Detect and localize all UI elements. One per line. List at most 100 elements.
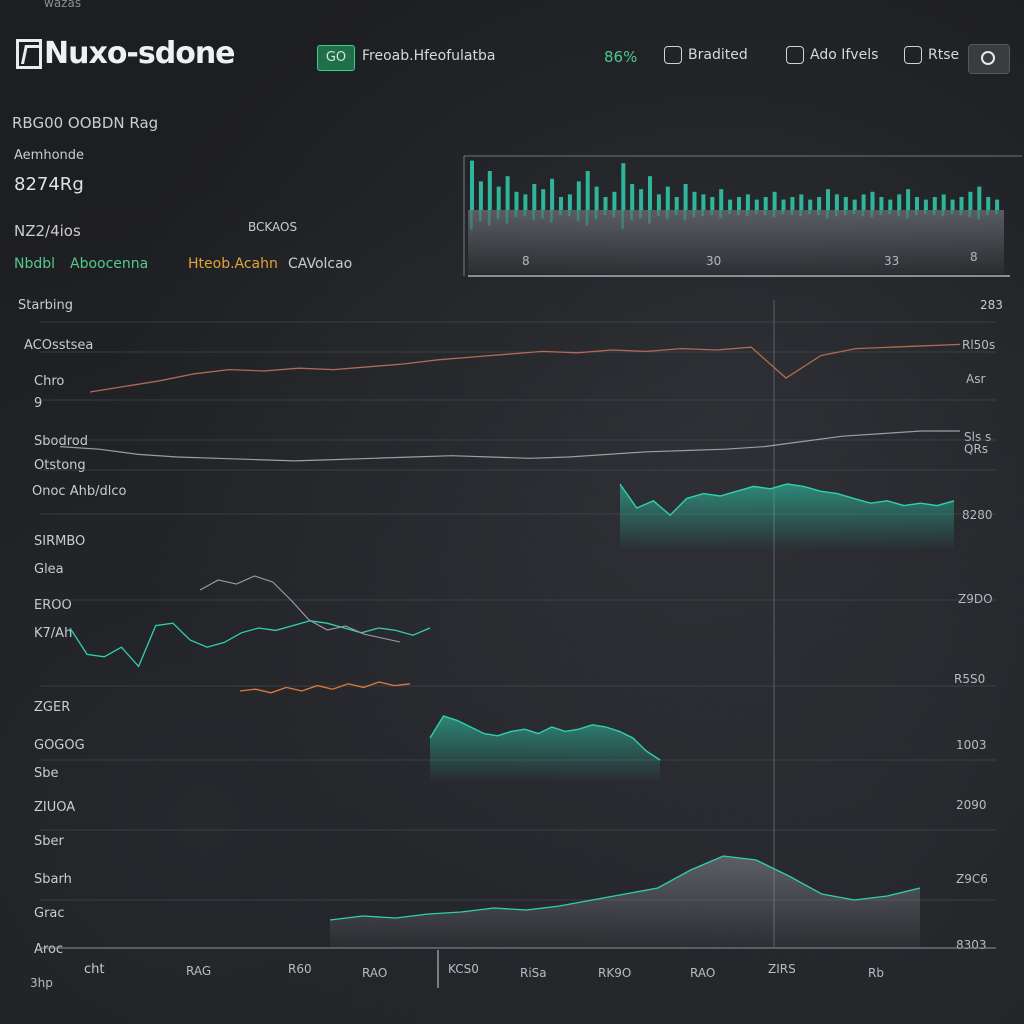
mini-bar-25 (692, 191, 697, 210)
lower-series-orange (239, 681, 411, 694)
mini-bar-reflection-15 (603, 210, 607, 216)
mini-bar-56 (968, 191, 973, 210)
mini-bar-51 (923, 199, 928, 210)
levels-button[interactable]: Ado Ifvels (786, 46, 878, 64)
top-link[interactable]: Freoab.Hfeofulatba (362, 48, 496, 64)
mini-bar-33 (763, 197, 768, 210)
mini-bar-26 (701, 194, 706, 210)
section-ac: ACOsstsea (24, 338, 94, 353)
grid-lines (40, 300, 996, 988)
mini-bar-35 (781, 199, 786, 210)
logo-icon (16, 38, 42, 69)
pencil-icon (786, 46, 804, 64)
line-series-lower (59, 430, 960, 462)
mini-bar-34 (772, 191, 777, 210)
mini-bar-reflection-36 (790, 210, 794, 216)
mini-bar-12 (576, 181, 581, 210)
teal-wave-line (619, 483, 955, 517)
legend-green: Nbdbl (14, 256, 56, 272)
mini-bar-reflection-13 (585, 210, 589, 226)
mini-bar-43 (852, 199, 857, 210)
mini-bar-reflection-17 (621, 210, 624, 229)
x-tick-2: R60 (288, 962, 312, 976)
mini-bar-reflection-34 (772, 210, 776, 218)
legend-yellow: Hteob.Acahn (188, 256, 278, 272)
left-axis-label-0: Chro (34, 374, 65, 389)
camera-icon[interactable] (968, 44, 1010, 74)
left-axis-label-4: Onoc Ahb/dlco (32, 484, 127, 499)
mini-bar-reflection-39 (817, 210, 820, 216)
mini-bar-15 (603, 197, 608, 210)
right-axis-label-5: Z9DO (958, 592, 993, 606)
x-tick-6: RK9O (598, 966, 632, 980)
mini-bar-reflection-27 (710, 210, 713, 216)
mini-bar-5 (514, 191, 519, 210)
mini-bar-reflection-12 (576, 210, 580, 222)
mini-bar-reflection-57 (977, 210, 980, 220)
mini-bar-reflection-32 (754, 210, 758, 215)
mini-bar-reflection-41 (834, 210, 838, 217)
mini-bar-19 (639, 189, 644, 210)
mini-bar-4 (505, 176, 510, 210)
mini-bar-24 (683, 184, 688, 210)
mini-bar-29 (728, 199, 733, 210)
mini-bar-reflection-42 (843, 210, 847, 216)
mini-bar-44 (861, 194, 866, 210)
rtse-label: Rtse (928, 47, 960, 63)
mini-bar-reflection-4 (505, 210, 509, 224)
mini-area-fill (468, 210, 1004, 274)
mini-bar-41 (834, 194, 839, 210)
mini-bar-49 (906, 189, 911, 210)
mini-bar-reflection-35 (781, 210, 785, 215)
mini-bar-37 (799, 194, 804, 210)
left-axis-label-6: Glea (34, 562, 64, 577)
left-axis-label-9: ZGER (34, 700, 71, 715)
mini-bar-reflection-52 (932, 210, 936, 216)
mini-bar-17 (621, 163, 626, 210)
teal-wave-fill (620, 484, 954, 548)
mini-bar-14 (594, 186, 599, 210)
mini-bar-55 (959, 197, 964, 210)
mini-bar-32 (754, 199, 759, 210)
mini-bar-reflection-50 (915, 210, 918, 216)
x-tick-3: RAO (362, 966, 388, 980)
x-tick-9: Rb (868, 966, 884, 980)
mini-bar-reflection-49 (906, 210, 909, 219)
x-tick-7: RAO (690, 966, 716, 980)
left-axis-label-12: ZIUOA (34, 800, 76, 815)
mini-bar-38 (808, 199, 813, 210)
mini-bar-reflection-2 (487, 210, 491, 226)
panel-sublabel: Aemhonde (14, 148, 85, 163)
mini-bar-chart (463, 155, 1022, 277)
app-logo[interactable]: Nuxo-sdone (16, 36, 236, 71)
bradited-label: Bradited (688, 47, 748, 63)
mini-bar-reflection-47 (888, 210, 891, 215)
mini-bar-3 (496, 186, 501, 210)
left-axis-label-11: Sbe (34, 766, 59, 781)
mini-bar-28 (719, 189, 724, 210)
mini-bar-27 (710, 197, 715, 210)
mini-bar-47 (888, 199, 893, 210)
right-axis-label-4: 8280 (962, 508, 993, 522)
mini-bar-reflection-21 (656, 210, 660, 217)
right-axis-label-9: Z9C6 (956, 872, 988, 886)
right-axis-label-8: 2090 (956, 798, 987, 812)
panel-big-value: 8274Rg (14, 174, 84, 195)
top-bar: wazas Nuxo-sdone GO Freoab.Hfeofulatba 8… (0, 0, 1024, 90)
lower-teal-line (429, 715, 661, 761)
left-axis-label-13: Sber (34, 834, 64, 849)
mini-bar-reflection-30 (737, 210, 740, 216)
mini-bar-reflection-46 (879, 210, 883, 216)
mini-bar-45 (870, 191, 875, 210)
left-axis-label-3: Otstong (34, 458, 86, 473)
mini-bar-22 (665, 186, 670, 210)
left-axis-label-2: Sbodrod (34, 434, 88, 449)
section-stacking: Starbing (18, 298, 74, 313)
bradited-button[interactable]: Bradited (664, 46, 748, 64)
mini-bar-reflection-11 (567, 210, 571, 217)
mini-bar-reflection-45 (870, 210, 874, 218)
top-faint-text: wazas (44, 0, 82, 10)
rtse-button[interactable]: Rtse (904, 46, 959, 64)
mini-bar-18 (630, 184, 635, 210)
go-button[interactable]: GO (317, 45, 355, 71)
